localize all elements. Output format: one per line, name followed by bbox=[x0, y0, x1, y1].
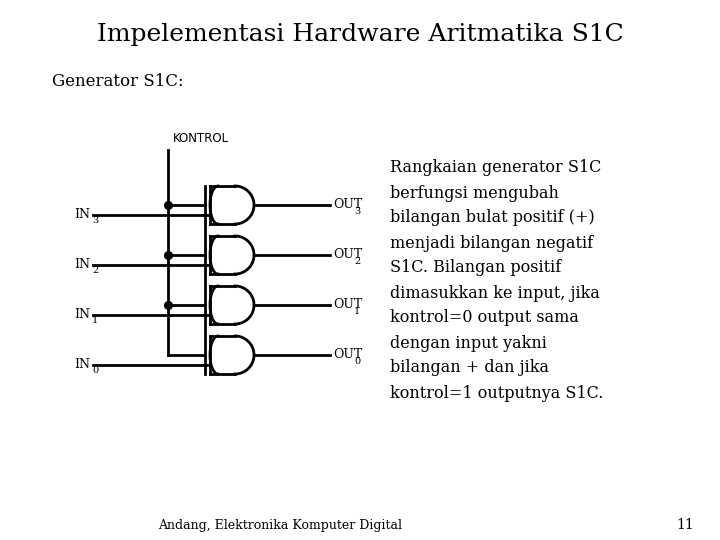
Text: IN: IN bbox=[74, 308, 90, 321]
Text: bilangan + dan jika: bilangan + dan jika bbox=[390, 360, 549, 376]
Text: OUT: OUT bbox=[333, 199, 362, 212]
Text: 3: 3 bbox=[92, 216, 98, 225]
Text: Rangkaian generator S1C: Rangkaian generator S1C bbox=[390, 159, 601, 177]
Text: OUT: OUT bbox=[333, 348, 362, 361]
Text: IN: IN bbox=[74, 358, 90, 371]
Text: Andang, Elektronika Komputer Digital: Andang, Elektronika Komputer Digital bbox=[158, 518, 402, 531]
Text: dimasukkan ke input, jika: dimasukkan ke input, jika bbox=[390, 285, 600, 301]
Text: 1: 1 bbox=[92, 316, 98, 325]
Text: bilangan bulat positif (+): bilangan bulat positif (+) bbox=[390, 210, 595, 226]
Text: S1C. Bilangan positif: S1C. Bilangan positif bbox=[390, 260, 562, 276]
Text: IN: IN bbox=[74, 208, 90, 221]
Text: kontrol=0 output sama: kontrol=0 output sama bbox=[390, 309, 579, 327]
Text: Generator S1C:: Generator S1C: bbox=[52, 73, 184, 91]
Text: OUT: OUT bbox=[333, 299, 362, 312]
Text: 2: 2 bbox=[92, 266, 98, 275]
Text: dengan input yakni: dengan input yakni bbox=[390, 334, 547, 352]
Text: 11: 11 bbox=[676, 518, 694, 532]
Text: 2: 2 bbox=[354, 256, 360, 266]
Text: 0: 0 bbox=[354, 356, 360, 366]
Text: KONTROL: KONTROL bbox=[173, 132, 229, 145]
Text: berfungsi mengubah: berfungsi mengubah bbox=[390, 185, 559, 201]
Text: OUT: OUT bbox=[333, 248, 362, 261]
Text: kontrol=1 outputnya S1C.: kontrol=1 outputnya S1C. bbox=[390, 384, 603, 402]
Text: Impelementasi Hardware Aritmatika S1C: Impelementasi Hardware Aritmatika S1C bbox=[96, 24, 624, 46]
Text: 1: 1 bbox=[354, 307, 360, 315]
Text: menjadi bilangan negatif: menjadi bilangan negatif bbox=[390, 234, 593, 252]
Text: 3: 3 bbox=[354, 206, 360, 215]
Text: IN: IN bbox=[74, 258, 90, 271]
Text: 0: 0 bbox=[92, 366, 98, 375]
